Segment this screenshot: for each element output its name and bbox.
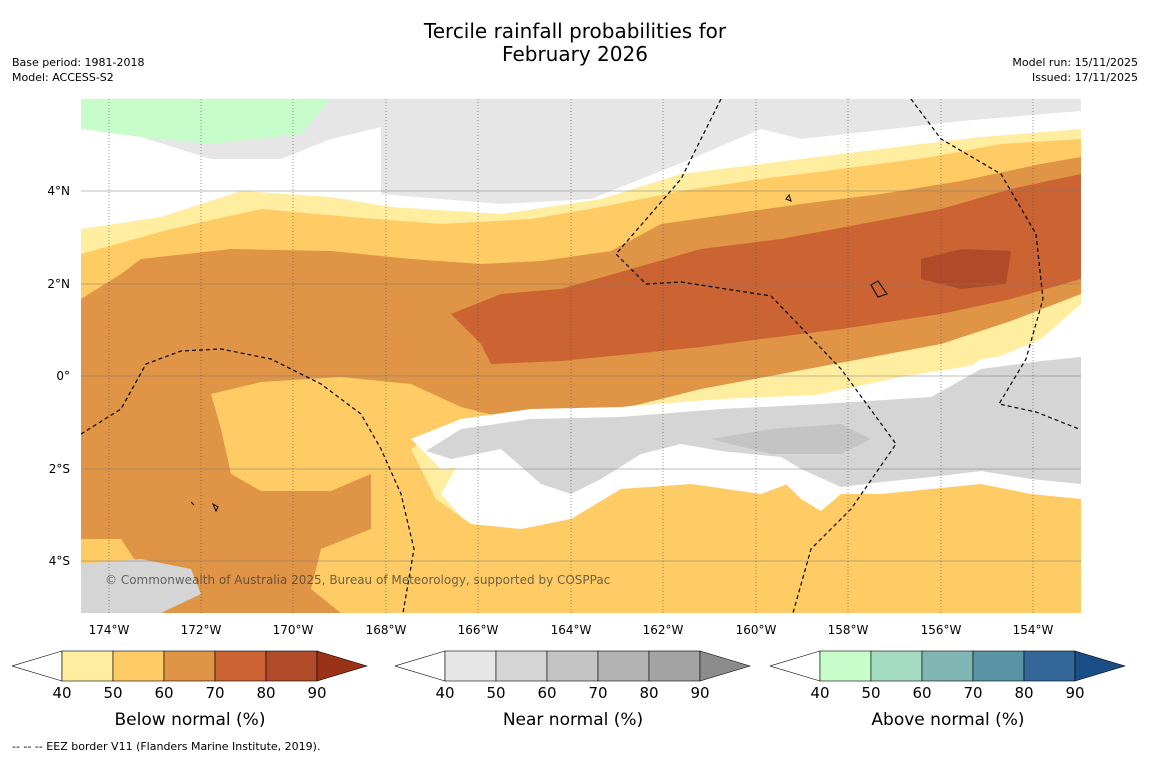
island-outlines — [190, 193, 888, 513]
colorbar-segment-70-80 — [972, 650, 1025, 682]
tick-label: 40 — [810, 684, 830, 702]
above-normal-colorbar — [768, 650, 1127, 682]
tick-label: 70 — [588, 684, 608, 702]
tick-label: 80 — [256, 684, 276, 702]
map-title-line1: Tercile rainfall probabilities for — [423, 19, 727, 43]
tick-label: 90 — [307, 684, 327, 702]
longitude-label-170w: 170°W — [272, 623, 314, 637]
colorbar-segment-high-arrow — [699, 650, 752, 682]
near-normal-legend: 40 50 60 70 80 90 Near normal (%) — [393, 650, 752, 740]
below-normal-colorbar — [10, 650, 369, 682]
tick-label: 50 — [103, 684, 123, 702]
latitude-gridlines — [81, 190, 1081, 562]
tick-label: 80 — [1014, 684, 1034, 702]
colorbar-segment-50-60 — [870, 650, 923, 682]
tick-label: 40 — [435, 684, 455, 702]
tick-label: 60 — [537, 684, 557, 702]
longitude-label-158w: 158°W — [827, 623, 869, 637]
tick-label: 70 — [205, 684, 225, 702]
tick-label: 80 — [639, 684, 659, 702]
near-normal-title: Near normal (%) — [502, 710, 644, 730]
longitude-label-166w: 166°W — [457, 623, 499, 637]
colorbar-segment-80-90 — [648, 650, 701, 682]
longitude-label-168w: 168°W — [365, 623, 407, 637]
copyright-notice: © Commonwealth of Australia 2025, Bureau… — [105, 573, 611, 587]
tick-label: 70 — [963, 684, 983, 702]
colorbar-segment-40-50 — [61, 650, 114, 682]
tick-label: 90 — [1065, 684, 1085, 702]
longitude-label-164w: 164°W — [550, 623, 592, 637]
longitude-label-172w: 172°W — [180, 623, 222, 637]
below-normal-70-80-region — [451, 174, 1081, 364]
colorbar-segment-50-60 — [495, 650, 548, 682]
probability-map — [81, 99, 1081, 613]
colorbar-segment-40-50 — [444, 650, 497, 682]
tick-label: 50 — [861, 684, 881, 702]
model-name-text: Model: ACCESS-S2 — [12, 71, 114, 84]
model-run-text: Model run: 15/11/2025 — [1012, 56, 1138, 69]
colorbar-segment-high-arrow — [1074, 650, 1127, 682]
map-title: Tercile rainfall probabilities for Febru… — [0, 20, 1150, 66]
issued-date-text: Issued: 17/11/2025 — [1031, 71, 1138, 84]
colorbar-segment-60-70 — [163, 650, 216, 682]
colorbar-segment-70-80 — [214, 650, 267, 682]
tick-label: 60 — [154, 684, 174, 702]
below-normal-title: Below normal (%) — [114, 710, 266, 730]
above-normal-title: Above normal (%) — [871, 710, 1025, 730]
colorbar-segment-low-arrow — [393, 650, 446, 682]
colorbar-segment-60-70 — [546, 650, 599, 682]
near-normal-60-70-region — [711, 424, 871, 454]
above-normal-region — [81, 99, 331, 144]
base-period-text: Base period: 1981-2018 — [12, 56, 145, 69]
latitude-label-2n: 2°N — [47, 277, 70, 291]
colorbar-segment-70-80 — [597, 650, 650, 682]
latitude-label-4n: 4°N — [47, 184, 70, 198]
tick-label: 90 — [690, 684, 710, 702]
colorbar-segment-high-arrow — [316, 650, 369, 682]
map-title-line2: February 2026 — [502, 42, 648, 66]
longitude-label-174w: 174°W — [88, 623, 130, 637]
tick-label: 50 — [486, 684, 506, 702]
latitude-label-0: 0° — [56, 369, 70, 383]
run-info: Model run: 15/11/2025 Issued: 17/11/2025 — [1012, 55, 1138, 85]
below-normal-80-90-region — [921, 249, 1011, 289]
tick-label: 40 — [52, 684, 72, 702]
longitude-label-160w: 160°W — [735, 623, 777, 637]
colorbar-segment-low-arrow — [10, 650, 63, 682]
tick-label: 60 — [912, 684, 932, 702]
longitude-label-156w: 156°W — [920, 623, 962, 637]
eez-border-footnote: -- -- -- EEZ border V11 (Flanders Marine… — [12, 740, 321, 753]
colorbar-segment-50-60 — [112, 650, 165, 682]
colorbar-segment-80-90 — [265, 650, 318, 682]
latitude-label-4s: 4°S — [48, 554, 70, 568]
colorbar-segment-low-arrow — [768, 650, 821, 682]
near-normal-south-west-region — [81, 559, 201, 613]
colorbar-segment-60-70 — [921, 650, 974, 682]
above-normal-legend: 40 50 60 70 80 90 Above normal (%) — [768, 650, 1127, 740]
near-normal-colorbar — [393, 650, 752, 682]
latitude-label-2s: 2°S — [48, 462, 70, 476]
colorbar-segment-40-50 — [819, 650, 872, 682]
below-normal-legend: 40 50 60 70 80 90 Below normal (%) — [10, 650, 369, 740]
near-normal-50-60-region — [426, 357, 1081, 494]
colorbar-segment-80-90 — [1023, 650, 1076, 682]
longitude-label-162w: 162°W — [642, 623, 684, 637]
eez-border-lines — [81, 99, 1080, 613]
probability-map-svg — [81, 99, 1081, 613]
model-info: Base period: 1981-2018 Model: ACCESS-S2 — [12, 55, 144, 85]
longitude-label-154w: 154°W — [1012, 623, 1054, 637]
